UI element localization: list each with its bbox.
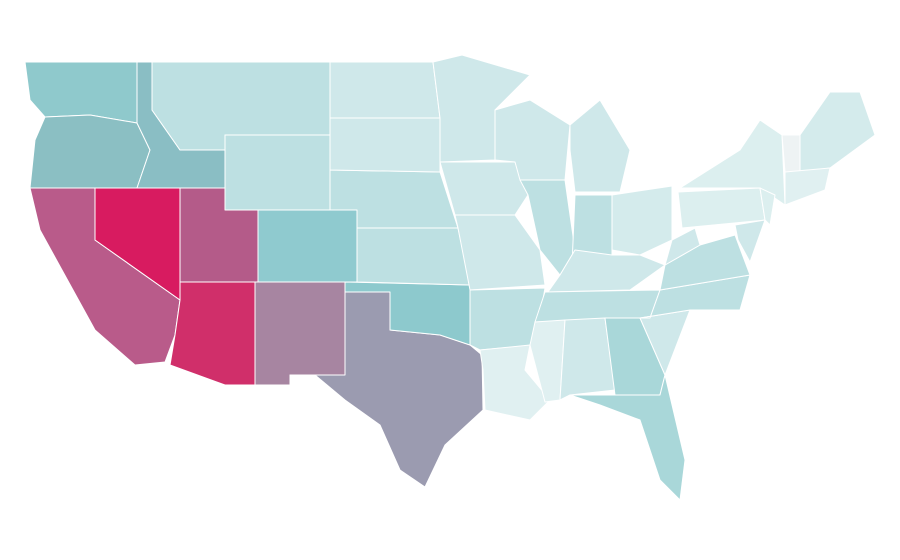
region: [224, 134, 331, 211]
region: [664, 227, 701, 266]
region: [784, 167, 831, 206]
region: [254, 281, 346, 386]
region: [759, 187, 776, 226]
region: [439, 161, 529, 216]
region: [479, 344, 551, 421]
region: [257, 209, 358, 283]
region: [356, 227, 471, 286]
region: [734, 219, 766, 263]
region: [799, 91, 876, 173]
region: [559, 317, 616, 401]
region: [454, 214, 546, 291]
region: [24, 61, 138, 124]
region: [169, 281, 256, 386]
region: [534, 289, 661, 323]
region: [329, 61, 441, 119]
region: [329, 117, 441, 173]
region: [569, 374, 686, 501]
region: [611, 185, 673, 256]
region: [529, 319, 566, 403]
region: [781, 134, 801, 173]
region: [569, 99, 631, 193]
region: [29, 114, 151, 189]
